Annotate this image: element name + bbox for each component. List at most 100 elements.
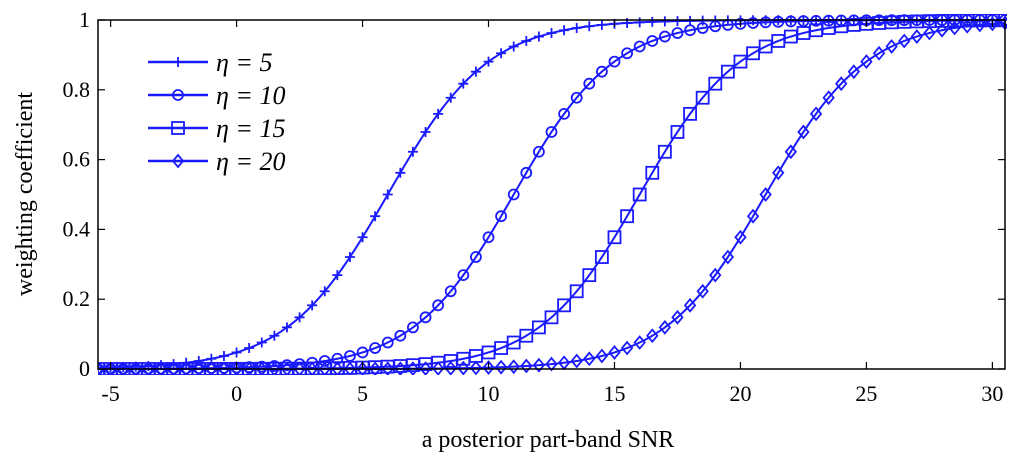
data-point-2	[356, 346, 369, 359]
data-point-4	[129, 361, 142, 375]
x-tick-label: 20	[729, 381, 751, 406]
data-point-1	[307, 300, 318, 311]
x-tick-label: -5	[101, 381, 119, 406]
data-point-4	[469, 360, 483, 375]
data-point-2	[646, 35, 659, 47]
data-point-2	[759, 16, 772, 29]
y-tick-label: 0.2	[63, 286, 91, 311]
data-point-3	[594, 250, 609, 264]
data-point-2	[444, 285, 457, 298]
data-point-1	[634, 17, 645, 28]
x-tick-label: 5	[357, 381, 368, 406]
data-point-1	[407, 146, 418, 157]
data-point-2	[747, 17, 759, 29]
data-point-2	[684, 24, 696, 37]
data-point-1	[647, 16, 658, 27]
data-point-4	[142, 361, 155, 375]
y-tick-label: 1	[79, 7, 90, 32]
data-point-1	[344, 252, 355, 263]
data-point-4	[406, 361, 420, 375]
data-point-4	[192, 361, 205, 375]
data-point-4	[104, 361, 117, 375]
data-point-1	[269, 330, 280, 341]
data-point-1	[357, 232, 368, 243]
legend: η = 5 η = 10 η = 15 η = 20	[148, 48, 285, 176]
data-point-2	[457, 269, 470, 282]
data-point-4	[986, 16, 999, 32]
data-point-1	[420, 126, 431, 137]
data-point-4	[595, 348, 609, 364]
data-point-1	[370, 211, 381, 222]
y-axis-title: weighting coefficient	[12, 92, 38, 296]
x-tick-label: 30	[981, 381, 1003, 406]
data-point-3	[620, 209, 634, 224]
data-point-3	[557, 298, 571, 313]
data-point-4	[784, 144, 798, 160]
data-point-1	[685, 15, 696, 26]
data-point-2	[394, 329, 407, 342]
data-point-2	[545, 126, 558, 138]
data-point-1	[433, 108, 444, 119]
data-point-4	[356, 361, 369, 375]
data-point-4	[772, 165, 785, 181]
data-point-1	[218, 350, 229, 361]
data-point-3	[657, 144, 672, 159]
legend-marker-1	[173, 57, 183, 67]
data-point-4	[860, 54, 873, 70]
data-point-1	[659, 16, 670, 27]
data-point-1	[458, 78, 469, 89]
data-point-4	[494, 359, 508, 375]
data-point-4	[847, 64, 861, 80]
data-point-3	[582, 268, 597, 283]
data-point-4	[217, 361, 231, 375]
data-point-1	[672, 16, 683, 27]
data-point-1	[596, 19, 607, 30]
data-point-2	[419, 311, 432, 324]
data-point-4	[255, 361, 268, 375]
data-point-2	[671, 27, 684, 39]
data-point-4	[721, 249, 735, 265]
data-point-4	[318, 361, 331, 375]
data-point-1	[231, 347, 242, 358]
data-point-4	[746, 208, 760, 224]
data-point-4	[923, 25, 936, 41]
data-point-2	[281, 359, 293, 372]
data-point-2	[797, 15, 810, 28]
data-point-3	[645, 165, 660, 180]
x-axis-title: a posterior part-band SNR	[422, 427, 675, 453]
data-point-1	[533, 31, 544, 42]
y-tick-label: 0.6	[63, 147, 91, 172]
data-point-2	[633, 40, 646, 53]
data-point-2	[709, 20, 722, 33]
data-point-4	[633, 335, 646, 350]
data-point-2	[369, 342, 382, 354]
data-point-4	[230, 361, 243, 375]
x-tick-label: 0	[231, 381, 242, 406]
legend-label-1: η = 5	[216, 48, 272, 77]
data-point-4	[961, 18, 974, 34]
data-point-1	[395, 167, 406, 178]
x-tick-label: 10	[478, 381, 500, 406]
data-point-4	[620, 340, 634, 356]
legend-marker-4	[171, 153, 185, 169]
data-point-2	[407, 321, 419, 334]
data-point-4	[167, 361, 180, 375]
plot-frame	[97, 19, 1006, 370]
legend-label-2: η = 10	[216, 81, 285, 110]
data-point-1	[382, 189, 393, 200]
data-point-4	[394, 361, 407, 375]
data-point-2	[482, 231, 495, 244]
data-point-4	[608, 345, 621, 360]
data-point-2	[772, 15, 785, 28]
data-point-2	[608, 55, 621, 68]
data-point-1	[332, 270, 343, 281]
data-point-1	[559, 25, 570, 36]
data-point-2	[268, 360, 281, 372]
data-point-4	[331, 361, 344, 375]
data-point-2	[570, 91, 583, 104]
data-point-4	[154, 361, 168, 375]
data-point-1	[294, 312, 305, 323]
data-point-3	[544, 310, 559, 325]
data-point-2	[558, 107, 570, 120]
data-point-2	[621, 47, 633, 60]
